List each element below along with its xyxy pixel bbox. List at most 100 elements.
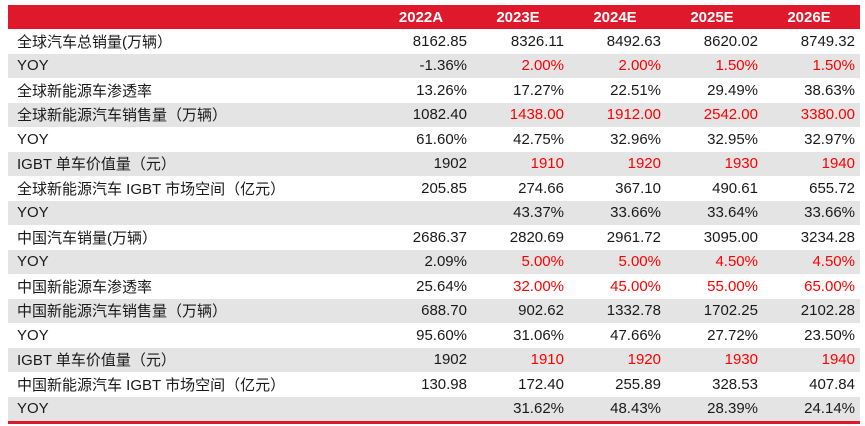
table-cell: 5.00% bbox=[521, 253, 564, 271]
table-cell: 3095.00 bbox=[703, 228, 758, 246]
table-cell: 1930 bbox=[724, 155, 758, 173]
row-label: YOY bbox=[17, 253, 49, 271]
table-cell: 32.96% bbox=[610, 130, 661, 148]
table-cell: 8492.63 bbox=[606, 32, 661, 50]
table-cell: 8326.11 bbox=[510, 32, 564, 50]
row-label: YOY bbox=[17, 130, 49, 148]
table-row: 全球新能源汽车 IGBT 市场空间（亿元） 205.85 274.66 367.10 4… bbox=[8, 176, 860, 201]
table-cell: 1920 bbox=[627, 155, 661, 173]
table-cell: 1902 bbox=[433, 155, 467, 173]
table-cell: 24.14% bbox=[804, 400, 855, 418]
column-header-2024e: 2024E bbox=[593, 8, 637, 26]
table-cell: 22.51% bbox=[610, 81, 661, 99]
table-cell: 3234.28 bbox=[800, 228, 855, 246]
row-label: 中国新能源车渗透率 bbox=[17, 278, 153, 296]
table-row: YOY 95.60% 31.06% 47.66% 27.72% 23.50% bbox=[8, 323, 860, 348]
row-label: 中国汽车销量(万辆） bbox=[17, 229, 157, 247]
table-cell: 3380.00 bbox=[800, 106, 855, 124]
table-cell: 130.98 bbox=[421, 375, 467, 393]
table-row: YOY -1.36% 2.00% 2.00% 1.50% 1.50% bbox=[8, 53, 860, 78]
table-row: 中国新能源车渗透率 25.64% 32.00% 45.00% 55.00% 65.00% bbox=[8, 274, 860, 299]
table-row: 中国新能源汽车销售量（万辆） 688.70 902.62 1332.78 1702.25… bbox=[8, 298, 860, 323]
row-label: YOY bbox=[17, 57, 49, 75]
table-cell: 2542.00 bbox=[703, 106, 758, 124]
table-cell: 42.75% bbox=[513, 130, 564, 148]
forecast-table: 2022A 2023E 2024E 2025E 2026E 全球汽车总销量(万辆… bbox=[8, 5, 860, 424]
table-cell: 47.66% bbox=[610, 326, 661, 344]
table-cell: 2102.28 bbox=[800, 302, 855, 320]
column-header-2025e: 2025E bbox=[690, 8, 734, 26]
table-cell: 1910 bbox=[530, 155, 564, 173]
table-cell: 38.63% bbox=[804, 81, 855, 99]
table-cell: 13.26% bbox=[416, 81, 467, 99]
table-cell: 1910 bbox=[530, 351, 564, 369]
table-cell: 172.40 bbox=[518, 375, 564, 393]
table-cell: 33.66% bbox=[610, 204, 661, 222]
table-cell: 1940 bbox=[821, 155, 855, 173]
table-cell: 31.62% bbox=[513, 400, 564, 418]
table-row: IGBT 单车价值量（元） 1902 1910 1920 1930 1940 bbox=[8, 151, 860, 176]
table-cell: 1930 bbox=[724, 351, 758, 369]
table-cell: 255.89 bbox=[615, 375, 661, 393]
table-row: 全球汽车总销量(万辆） 8162.85 8326.11 8492.63 8620.02 8… bbox=[8, 29, 860, 54]
row-label: IGBT 单车价值量（元） bbox=[17, 352, 176, 370]
table-cell: 490.61 bbox=[712, 179, 758, 197]
table-cell: 4.50% bbox=[715, 253, 758, 271]
row-label: 中国新能源汽车销售量（万辆） bbox=[17, 303, 228, 321]
table-cell: 32.00% bbox=[513, 277, 564, 295]
table-cell: 2961.72 bbox=[606, 228, 661, 246]
table-cell: 5.00% bbox=[618, 253, 661, 271]
table-cell: 27.72% bbox=[707, 326, 758, 344]
table-cell: 33.66% bbox=[804, 204, 855, 222]
table-cell: 688.70 bbox=[421, 302, 467, 320]
table-cell: 8162.85 bbox=[412, 32, 467, 50]
column-header-2022a: 2022A bbox=[398, 8, 444, 26]
table-cell: 1438.00 bbox=[509, 106, 564, 124]
table-bottom-rule bbox=[8, 421, 860, 424]
table-cell: 1702.25 bbox=[703, 302, 758, 320]
table-cell: 1082.40 bbox=[412, 106, 467, 124]
row-label: IGBT 单车价值量（元） bbox=[17, 156, 176, 174]
table-cell: 55.00% bbox=[707, 277, 758, 295]
table-cell: -1.36% bbox=[419, 57, 467, 75]
table-cell: 23.50% bbox=[804, 326, 855, 344]
table-row: IGBT 单车价值量（元） 1902 1910 1920 1930 1940 bbox=[8, 347, 860, 372]
row-label: 中国新能源汽车 IGBT 市场空间（亿元） bbox=[17, 376, 286, 394]
table-row: YOY 31.62% 48.43% 28.39% 24.14% bbox=[8, 396, 860, 421]
table-cell: 48.43% bbox=[610, 400, 661, 418]
table-cell: 33.64% bbox=[707, 204, 758, 222]
table-cell: 655.72 bbox=[809, 179, 855, 197]
table-cell: 328.53 bbox=[712, 375, 758, 393]
table-cell: 8620.02 bbox=[703, 32, 758, 50]
row-label: 全球新能源车渗透率 bbox=[17, 82, 153, 100]
table-cell: 2820.69 bbox=[509, 228, 564, 246]
table-cell: 2.00% bbox=[521, 57, 564, 75]
table-cell: 8749.32 bbox=[800, 32, 855, 50]
table-cell: 45.00% bbox=[610, 277, 661, 295]
row-label: 全球汽车总销量(万辆） bbox=[17, 33, 172, 51]
row-label: 全球新能源汽车 IGBT 市场空间（亿元） bbox=[17, 180, 286, 198]
row-label: 全球新能源汽车销售量（万辆） bbox=[17, 107, 228, 125]
table-cell: 4.50% bbox=[812, 253, 855, 271]
table-row: YOY 61.60% 42.75% 32.96% 32.95% 32.97% bbox=[8, 127, 860, 152]
table-cell: 31.06% bbox=[513, 326, 564, 344]
table-cell: 1902 bbox=[433, 351, 467, 369]
column-header-2023e: 2023E bbox=[496, 8, 540, 26]
table-cell: 28.39% bbox=[707, 400, 758, 418]
table-row: 中国新能源汽车 IGBT 市场空间（亿元） 130.98 172.40 255.89 3… bbox=[8, 372, 860, 397]
table-cell: 17.27% bbox=[513, 81, 564, 99]
table-cell: 29.49% bbox=[707, 81, 758, 99]
table-cell: 367.10 bbox=[615, 179, 661, 197]
table-cell: 2686.37 bbox=[412, 228, 467, 246]
row-label: YOY bbox=[17, 400, 49, 418]
table-cell: 65.00% bbox=[804, 277, 855, 295]
table-cell: 43.37% bbox=[513, 204, 564, 222]
table-cell: 2.00% bbox=[618, 57, 661, 75]
table-cell: 1920 bbox=[627, 351, 661, 369]
table-cell: 1332.78 bbox=[606, 302, 661, 320]
table-row: 全球新能源车渗透率 13.26% 17.27% 22.51% 29.49% 38.63% bbox=[8, 78, 860, 103]
table-row: 中国汽车销量(万辆） 2686.37 2820.69 2961.72 3095.00 32… bbox=[8, 225, 860, 250]
table-cell: 95.60% bbox=[416, 326, 467, 344]
table-cell: 274.66 bbox=[518, 179, 564, 197]
